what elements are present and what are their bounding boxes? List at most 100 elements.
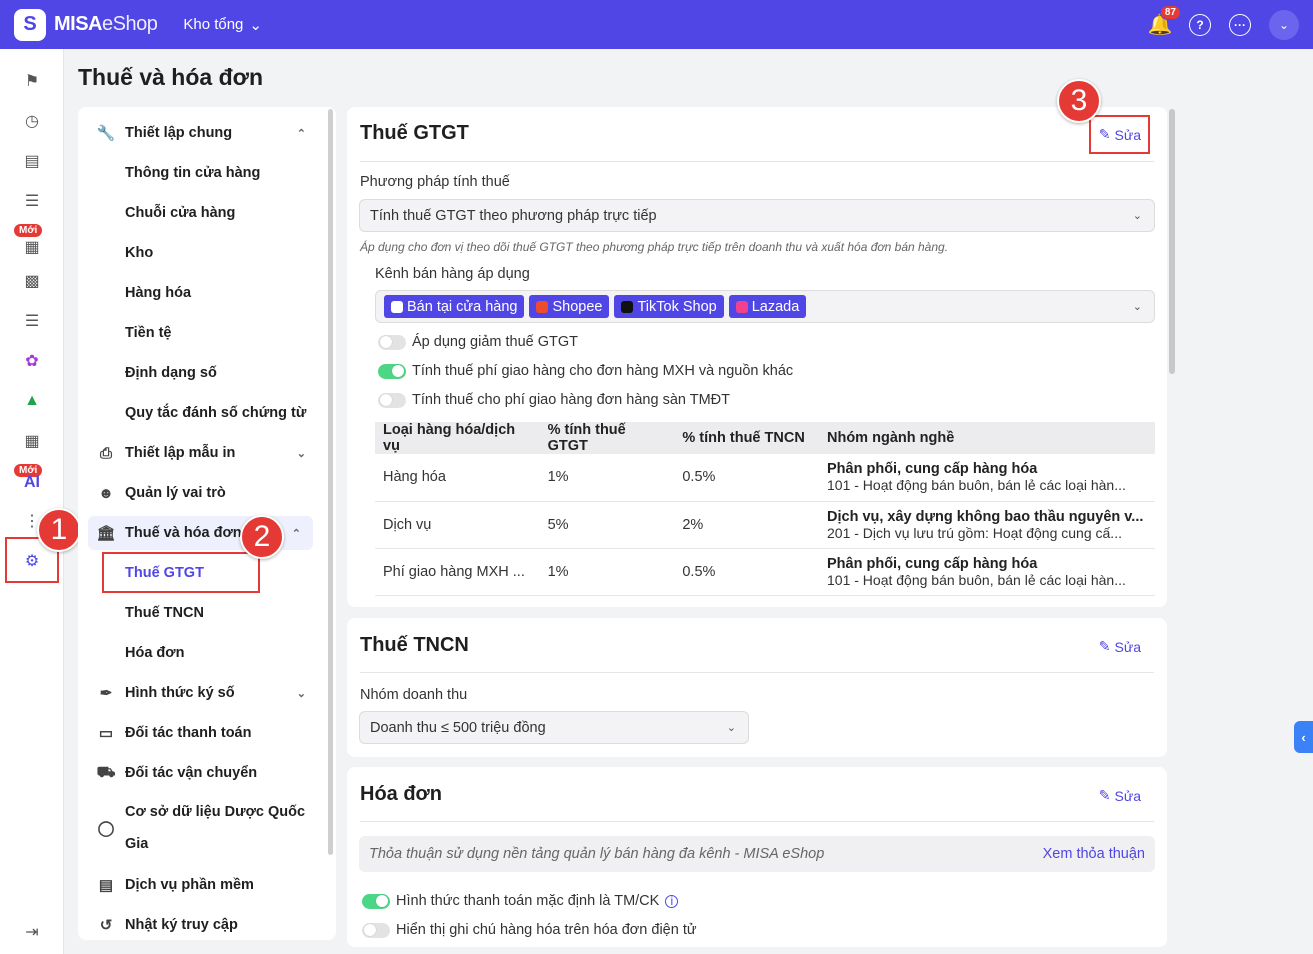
cell-vat: 1% [539,548,675,596]
sidebar-item-store-info[interactable]: Thông tin cửa hàng [78,156,328,190]
cell-type: Hàng hóa [375,454,540,502]
left-icon-nav: ⚑ ◷ ▤ ☰ Mới ▦ ▩ ☰ ✿ ▲ ▦ Mới AI ⋮ ⚙ ⇥ [0,49,64,954]
main-scrollbar[interactable] [1169,109,1175,374]
column-header: % tính thuế GTGT [539,422,675,454]
sales-channel-label: Kênh bán hàng áp dụng [375,266,530,282]
sidebar-item-payment-partner[interactable]: ▭ Đối tác thanh toán [78,716,328,750]
store-selector[interactable]: Kho tổng ⌄ [183,16,262,34]
sidebar-item-vat[interactable]: Thuế GTGT [78,556,328,590]
sidebar-item-pit[interactable]: Thuế TNCN [78,596,328,630]
channel-chip-tiktok: TikTok Shop [614,295,724,318]
sidebar-item-print-templates[interactable]: ⎙ Thiết lập mẫu in ⌄ [78,436,328,470]
user-avatar[interactable]: ⌄ [1269,9,1299,40]
bar-chart-icon[interactable]: ▩ [24,273,40,290]
sidebar-item-number-format[interactable]: Định dạng số [78,356,328,390]
sidebar-item-label: Hàng hóa [125,285,192,301]
sidebar-item-invoice[interactable]: Hóa đơn [78,636,328,670]
toggle-show-goods-note[interactable]: Hiển thị ghi chú hàng hóa trên hóa đơn đ… [362,922,697,938]
sidebar-item-label: Quy tắc đánh số chứng từ [125,405,307,421]
toggle-switch[interactable] [378,334,406,350]
sidebar-item-label: Định dạng số [125,365,217,381]
apps-grid-icon[interactable]: ▦ [24,433,40,450]
settings-sidebar: 🔧 Thiết lập chung ⌃ Thông tin cửa hàng Chu… [78,107,336,940]
sidebar-item-role-management[interactable]: ☻ Quản lý vai trò [78,476,328,510]
misa-logo-icon[interactable]: S [14,8,46,41]
dashboard-icon[interactable]: ◷ [25,113,39,130]
sidebar-item-label: Nhật ký truy cập [125,917,238,933]
toggle-switch[interactable] [378,363,406,379]
sidebar-item-general-settings[interactable]: 🔧 Thiết lập chung ⌃ [78,116,328,150]
pencil-icon: ✎ [1098,638,1111,654]
chevron-left-icon[interactable]: ‹ [1294,721,1313,753]
ai-icon[interactable]: AI [24,474,40,491]
toggle-label: Hiển thị ghi chú hàng hóa trên hóa đơn đ… [396,922,697,938]
settings-highlight-box [5,537,59,583]
flag-icon[interactable]: ⚑ [24,73,40,90]
table-row[interactable]: Phí giao hàng MXH ... 1% 0.5% Phân phối,… [375,548,1155,596]
toggle-default-payment[interactable]: Hình thức thanh toán mặc định là TM/CK i [362,893,679,909]
tax-method-select[interactable]: Tính thuế GTGT theo phương pháp trực tiế… [359,199,1155,232]
toggle-switch[interactable] [362,893,390,909]
brand-name[interactable]: MISAeShop [54,13,158,35]
revenue-group-select[interactable]: Doanh thu ≤ 500 triệu đồng ⌄ [359,711,749,744]
receipt-icon[interactable]: ☰ [24,193,40,210]
toggle-switch[interactable] [378,392,406,408]
invoice-icon[interactable]: ▦ [24,239,40,256]
tiktok-icon [621,300,634,313]
chevron-down-icon: ⌄ [726,722,736,734]
vat-card: Thuế GTGT ✎ Sửa Phương pháp tính thuế Tín… [347,107,1167,607]
edit-label: Sửa [1114,126,1142,143]
sidebar-item-doc-numbering[interactable]: Quy tắc đánh số chứng từ [78,396,328,430]
cell-pit: 2% [674,501,819,549]
sidebar-item-software-service[interactable]: ▤ Dịch vụ phần mềm [78,868,328,902]
notification-bell-icon[interactable]: 🔔 87 [1148,4,1181,36]
help-icon[interactable]: ? [1189,13,1211,36]
more-options-icon[interactable]: ··· [1229,13,1251,36]
sidebar-item-label: Dịch vụ phần mềm [125,877,254,893]
cell-industry: Phân phối, cung cấp hàng hóa 101 - Hoạt đ… [819,454,1155,502]
network-icon[interactable]: ✿ [25,353,39,370]
step-marker-1: 1 [37,508,81,552]
table-row[interactable]: Dịch vụ 5% 2% Dịch vụ, xây dựng không ba… [375,501,1155,549]
document-icon: ▤ [98,877,114,894]
expand-nav-icon[interactable]: ⇥ [25,924,39,941]
toggle-switch[interactable] [362,922,390,938]
new-badge: Mới [14,224,43,237]
sidebar-scrollbar[interactable] [328,109,333,855]
sidebar-item-label: Quản lý vai trò [125,485,226,501]
invoice-edit-button[interactable]: ✎ Sửa [1099,787,1141,804]
cell-industry: Phân phối, cung cấp hàng hóa 101 - Hoạt đ… [819,548,1155,596]
sidebar-item-access-log[interactable]: ↺ Nhật ký truy cập [78,908,328,940]
list-icon[interactable]: ☰ [24,313,40,330]
sidebar-item-label: Thiết lập chung [125,125,233,141]
table-row[interactable]: Hàng hóa 1% 0.5% Phân phối, cung cấp hàn… [375,454,1155,502]
toggle-vat-reduction[interactable]: Áp dụng giảm thuế GTGT [378,334,578,350]
sidebar-item-currency[interactable]: Tiền tệ [78,316,328,350]
sidebar-item-shipping-partner[interactable]: ⛟ Đối tác vận chuyển [78,756,328,790]
info-icon[interactable]: i [665,894,679,908]
vat-edit-button[interactable]: ✎ Sửa [1099,126,1141,143]
sidebar-item-goods[interactable]: Hàng hóa [78,276,328,310]
sidebar-item-warehouse[interactable]: Kho [78,236,328,270]
sidebar-item-store-chain[interactable]: Chuỗi cửa hàng [78,196,328,230]
sidebar-item-drug-database[interactable]: ◯ Cơ sở dữ liệu Dược Quốc Gia [78,796,328,860]
toggle-shipping-tax-social[interactable]: Tính thuế phí giao hàng cho đơn hàng MXH… [378,363,793,379]
notification-count-badge: 87 [1159,4,1181,20]
sidebar-item-digital-signature[interactable]: ✒ Hình thức ký số ⌄ [78,676,328,710]
pit-edit-button[interactable]: ✎ Sửa [1099,638,1141,655]
sidebar-item-label: Kho [125,245,154,261]
lazada-icon [735,300,748,313]
channel-chip-store: Bán tại cửa hàng [384,295,525,318]
tax-method-value: Tính thuế GTGT theo phương pháp trực tiế… [370,207,657,224]
channel-chip-lazada: Lazada [728,295,807,318]
app-logo-icon[interactable]: ▲ [24,392,40,409]
document-icon[interactable]: ▤ [24,153,40,170]
pill-icon: ◯ [97,820,115,837]
toggle-shipping-tax-marketplace[interactable]: Tính thuế cho phí giao hàng đơn hàng sàn… [378,392,730,408]
view-agreement-link[interactable]: Xem thỏa thuận [1042,846,1145,862]
settings-gear-icon[interactable]: ⚙ [24,553,40,570]
cell-pit: 0.5% [674,548,819,596]
sales-channel-select[interactable]: Bán tại cửa hàng Shopee TikTok Shop Laza… [375,290,1155,323]
pencil-icon: ✎ [1098,126,1111,142]
checklist-icon[interactable]: ⋮ [24,513,40,530]
